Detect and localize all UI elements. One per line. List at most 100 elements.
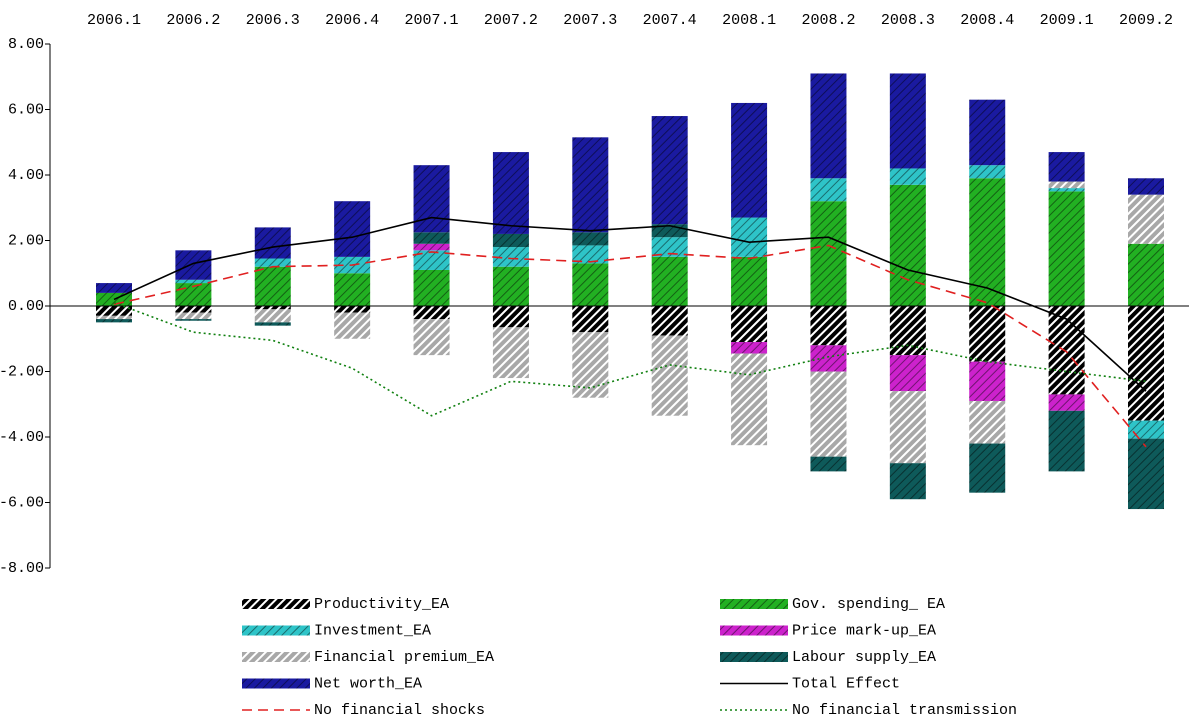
bar-segment	[492, 327, 529, 379]
bar-segment	[1048, 410, 1085, 472]
y-tick-label: 0.00	[8, 298, 44, 315]
bar-segment	[1048, 191, 1085, 306]
x-tick-label: 2008.4	[960, 12, 1014, 29]
bar-segment	[334, 201, 371, 257]
bar-segment	[731, 342, 768, 354]
bar-segment	[96, 315, 132, 320]
bar-segment	[572, 245, 609, 264]
y-tick-label: -4.00	[0, 429, 44, 446]
legend-entry: Productivity_EA	[242, 596, 449, 613]
bar-segment	[969, 178, 1006, 306]
bar-segment	[175, 279, 212, 284]
bar-segment	[889, 306, 926, 356]
legend-label: Gov. spending_ EA	[792, 596, 945, 613]
bar-segment	[1048, 394, 1085, 411]
bar-segment	[572, 306, 609, 333]
bar-segment	[1048, 188, 1085, 192]
legend-entry: No financial transmission	[720, 702, 1017, 719]
x-tick-label: 2008.2	[801, 12, 855, 29]
bar-segment	[254, 322, 291, 326]
bar-segment	[1128, 306, 1164, 421]
bar-segment	[96, 306, 132, 316]
bar-segment	[572, 263, 609, 306]
legend-swatch	[242, 652, 310, 662]
line-series	[113, 216, 1147, 392]
bar-segment	[413, 243, 450, 251]
bar-segment	[175, 312, 212, 320]
x-tick-label: 2007.3	[563, 12, 617, 29]
legend-label: No financial shocks	[314, 702, 485, 717]
x-tick-label: 2006.4	[325, 12, 379, 29]
bar-segment	[810, 371, 847, 457]
bar-segment	[492, 266, 529, 306]
bar-segment	[651, 237, 688, 257]
legend-entry: Net worth_EA	[242, 675, 422, 692]
legend-swatch	[242, 599, 310, 609]
y-tick-label: 8.00	[8, 36, 44, 53]
bar-segment	[1128, 194, 1164, 244]
bar-segment	[1128, 438, 1164, 510]
legend-entry: Total Effect	[720, 675, 900, 692]
bar-segment	[889, 355, 926, 392]
y-tick-label: -6.00	[0, 494, 44, 511]
bar-segment	[1128, 243, 1164, 306]
legend-entry: Investment_EA	[242, 622, 431, 639]
bar-segment	[572, 332, 609, 398]
bar-segment	[731, 256, 768, 306]
bar-segment	[651, 335, 688, 416]
y-tick-label: 2.00	[8, 232, 44, 249]
x-tick-label: 2009.2	[1119, 12, 1173, 29]
bar-segment	[731, 102, 768, 218]
bar-segment	[731, 217, 768, 257]
bar-segment	[810, 73, 847, 179]
bar-segment	[254, 309, 291, 323]
bar-segment	[651, 116, 688, 225]
bar-segment	[492, 247, 529, 267]
bar-segment	[492, 306, 529, 328]
bar-segment	[969, 306, 1006, 362]
bar-segment	[651, 256, 688, 306]
x-tick-label: 2006.2	[166, 12, 220, 29]
legend-swatch	[720, 599, 788, 609]
bar-segment	[334, 306, 371, 313]
bar-segment	[413, 319, 450, 356]
legend-entry: Financial premium_EA	[242, 649, 494, 666]
x-tick-label: 2006.1	[87, 12, 141, 29]
x-tick-label: 2007.1	[405, 12, 459, 29]
bar-segment	[334, 273, 371, 306]
x-tick-label: 2008.1	[722, 12, 776, 29]
x-tick-label: 2009.1	[1040, 12, 1094, 29]
x-tick-label: 2006.3	[246, 12, 300, 29]
bar-segment	[731, 353, 768, 446]
line-series	[113, 244, 1147, 448]
bar-segment	[175, 250, 212, 280]
y-tick-label: -2.00	[0, 363, 44, 380]
bar-segment	[889, 391, 926, 464]
legend-entry: No financial shocks	[242, 702, 485, 719]
legend-label: No financial transmission	[792, 702, 1017, 717]
bar-segment	[889, 463, 926, 500]
bar-segment	[810, 178, 847, 202]
bar-segment	[969, 400, 1006, 444]
bar-segment	[969, 99, 1006, 166]
bar-segment	[96, 319, 132, 323]
bar-segment	[810, 456, 847, 472]
x-tick-label: 2007.2	[484, 12, 538, 29]
legend-label: Total Effect	[792, 675, 900, 692]
y-tick-label: 6.00	[8, 101, 44, 118]
bar-segment	[413, 165, 450, 233]
bar-segment	[254, 266, 291, 306]
bar-segment	[492, 152, 529, 234]
bar-segment	[413, 306, 450, 320]
bar-segment	[1128, 178, 1164, 195]
legend-entry: Gov. spending_ EA	[720, 596, 945, 613]
x-tick-label: 2008.3	[881, 12, 935, 29]
bar-segment	[651, 306, 688, 336]
bar-segment	[175, 319, 212, 321]
legend-swatch	[242, 625, 310, 636]
bar-segment	[413, 269, 450, 306]
legend-swatch	[720, 625, 788, 636]
bar-segment	[810, 345, 847, 372]
legend-label: Investment_EA	[314, 622, 431, 639]
